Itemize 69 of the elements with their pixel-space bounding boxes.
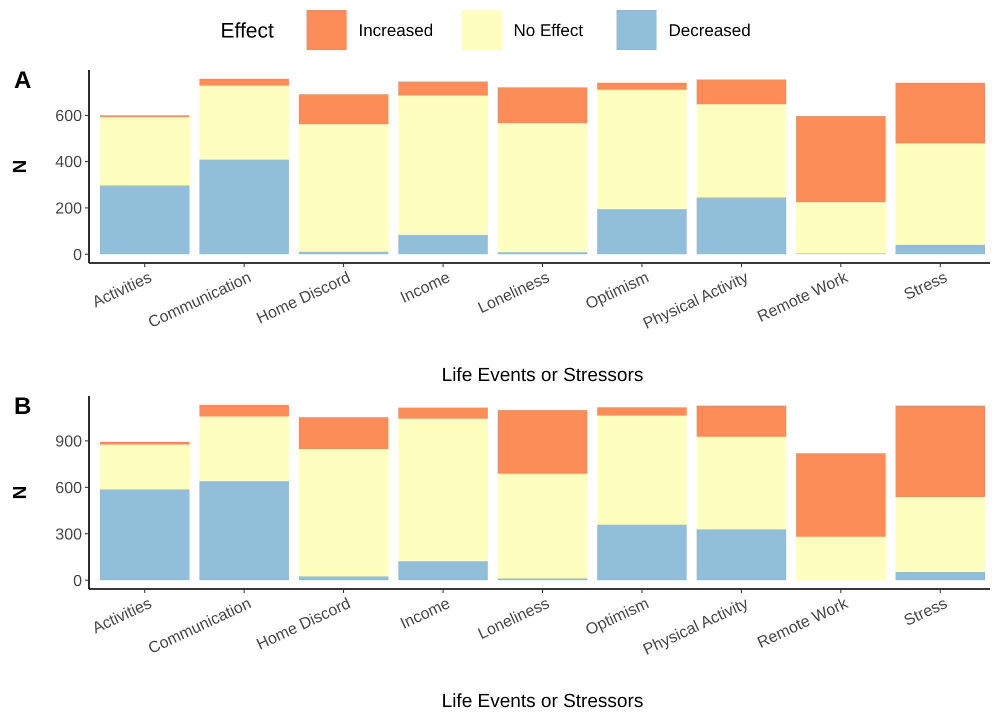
bar (199, 78, 289, 86)
bar (100, 444, 190, 490)
chart-title: A (14, 67, 32, 94)
bar (398, 418, 488, 562)
x-tick-label: Stress (902, 269, 950, 304)
bar (398, 561, 488, 580)
y-tick-label: 600 (55, 108, 82, 125)
bar (298, 417, 388, 450)
bar (498, 123, 588, 252)
bar (398, 408, 488, 419)
bar (796, 202, 886, 254)
bar (696, 198, 786, 254)
bar (498, 474, 588, 578)
legend-label: Increased (358, 20, 434, 40)
bar (597, 209, 687, 254)
bar (696, 79, 786, 104)
x-tick-label: Stress (902, 595, 950, 630)
bar (696, 436, 786, 530)
bar (298, 449, 388, 576)
bar (199, 404, 289, 416)
bar (298, 576, 388, 580)
bar (896, 497, 986, 572)
bar (100, 185, 190, 254)
bar (597, 407, 687, 416)
bar (796, 453, 886, 537)
bar (100, 489, 190, 580)
y-axis-title: N (10, 486, 31, 500)
bar (498, 410, 588, 474)
bar (696, 406, 786, 437)
legend-label: Decreased (668, 20, 751, 40)
bar (597, 416, 687, 525)
bar (696, 104, 786, 198)
bar (199, 481, 289, 580)
bar (597, 524, 687, 580)
bar (796, 536, 886, 580)
bar (100, 442, 190, 444)
x-axis-title: Life Events or Stressors (442, 365, 644, 386)
y-axis-title: N (10, 160, 31, 174)
y-tick-label: 300 (55, 526, 82, 544)
bar (896, 572, 986, 580)
bar (398, 82, 488, 96)
bar (199, 86, 289, 160)
bar (896, 406, 986, 498)
bar (398, 234, 488, 254)
legend-title: Effect (220, 19, 274, 42)
bar (896, 244, 986, 254)
y-tick-label: 900 (55, 433, 82, 450)
bar (298, 94, 388, 124)
bar (896, 143, 986, 245)
bar (298, 124, 388, 252)
bar (100, 117, 190, 186)
bar (398, 95, 488, 235)
bar (796, 116, 886, 202)
chart-title: B (14, 393, 32, 420)
y-tick-label: 0 (73, 572, 82, 590)
legend-label: No Effect (514, 20, 584, 40)
x-axis-title: Life Events or Stressors (442, 691, 644, 712)
bar (896, 82, 986, 144)
bar (597, 82, 687, 90)
bar (199, 416, 289, 482)
bar (498, 87, 588, 124)
bar (199, 160, 289, 254)
bar (298, 252, 388, 254)
y-tick-label: 0 (73, 246, 82, 264)
y-tick-label: 200 (55, 200, 82, 218)
bar (696, 529, 786, 580)
y-tick-label: 600 (55, 480, 82, 497)
bar (597, 90, 687, 210)
y-tick-label: 400 (55, 154, 82, 172)
